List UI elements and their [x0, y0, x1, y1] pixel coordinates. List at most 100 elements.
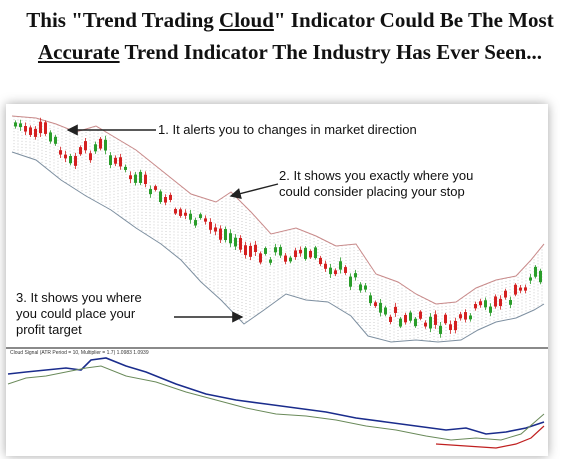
candle-bull — [189, 213, 192, 220]
candle-bear — [99, 138, 102, 149]
candle-bear — [424, 322, 427, 327]
indicator-main-line — [7, 357, 545, 435]
annotation-3-line-2: you could place your — [16, 306, 136, 321]
candle-bear — [204, 218, 207, 222]
candle-bear — [249, 245, 252, 257]
candle-bull — [274, 247, 277, 253]
candle-bull — [149, 189, 152, 195]
candle-bull — [509, 299, 512, 305]
indicator-secondary-line — [7, 365, 545, 441]
arrow-2 — [229, 183, 279, 200]
candle-bull — [489, 306, 492, 313]
candle-bull — [339, 261, 342, 270]
candle-bull — [234, 237, 237, 247]
candle-bear — [294, 250, 297, 258]
candle-bull — [19, 123, 22, 128]
headline-emphasis-accurate: Accurate — [37, 40, 120, 64]
annotation-2-line-2: could consider placing your stop — [279, 184, 465, 199]
headline-line-2: Accurate Trend Indicator The Industry Ha… — [37, 40, 543, 64]
lower-cloud-band — [11, 151, 545, 343]
candle-bull — [109, 155, 112, 166]
candle-bear — [374, 302, 377, 307]
candle-bear — [344, 267, 347, 273]
candle-bear — [449, 324, 452, 331]
upper-cloud-band — [11, 115, 545, 305]
annotation-2-line-1: 2. It shows you exactly where you — [279, 168, 474, 183]
candle-bull — [354, 273, 357, 278]
candle-bear — [464, 312, 467, 320]
candle-bull — [304, 247, 307, 259]
trend-cloud-chart — [6, 115, 548, 449]
candle-bear — [514, 284, 517, 295]
candle-bull — [539, 270, 542, 283]
headline-line-1: This "Trend Trading Cloud" Indicator Cou… — [26, 8, 554, 32]
candle-bull — [134, 174, 137, 183]
candle-bear — [39, 121, 42, 134]
candle-bull — [329, 267, 332, 275]
headline-emphasis-cloud: Cloud — [219, 8, 274, 32]
candle-bear — [459, 314, 462, 319]
candle-bear — [494, 296, 497, 307]
candle-bull — [54, 136, 57, 144]
candle-bear — [404, 315, 407, 323]
chart-frame: 1. It alerts you to changes in market di… — [6, 104, 548, 456]
candle-bull — [159, 191, 162, 203]
cloud-hatching — [13, 116, 543, 342]
candle-bear — [244, 245, 247, 256]
candle-bull — [364, 285, 367, 290]
candle-bear — [239, 237, 242, 250]
candle-bear — [419, 311, 422, 319]
candle-bear — [524, 287, 527, 291]
candle-bear — [84, 141, 87, 151]
candle-bear — [209, 221, 212, 230]
indicator-tertiary-line — [435, 425, 545, 449]
candle-bear — [334, 270, 337, 275]
candle-bear — [29, 127, 32, 135]
candle-bear — [154, 186, 157, 190]
candle-bear — [284, 255, 287, 262]
candle-bull — [399, 318, 402, 327]
candle-bull — [104, 139, 107, 151]
candle-bear — [474, 303, 477, 309]
candle-bear — [499, 298, 502, 307]
candle-bear — [394, 306, 397, 313]
candle-bull — [49, 132, 52, 142]
candle-bull — [429, 316, 432, 329]
candle-bear — [184, 212, 187, 216]
candle-bear — [219, 228, 222, 240]
candle-bear — [214, 227, 217, 232]
candle-bear — [169, 194, 172, 200]
candle-bear — [309, 250, 312, 258]
candle-bear — [59, 150, 62, 155]
candle-bear — [174, 209, 177, 214]
annotation-3-line-1: 3. It shows you where — [16, 290, 142, 305]
candle-bull — [439, 325, 442, 334]
candle-bear — [114, 157, 117, 164]
candle-bull — [484, 300, 487, 308]
candle-bull — [194, 220, 197, 226]
candle-bull — [279, 247, 282, 256]
candle-bear — [44, 122, 47, 134]
candlesticks — [14, 117, 542, 338]
candle-bear — [79, 147, 82, 155]
candle-bull — [264, 248, 267, 254]
candle-bear — [299, 249, 302, 254]
annotation-3-line-3: profit target — [16, 322, 82, 337]
candle-bull — [409, 312, 412, 321]
candle-bull — [414, 318, 417, 327]
candle-bear — [259, 253, 262, 263]
candle-bull — [139, 171, 142, 183]
candle-bear — [324, 263, 327, 269]
candle-bull — [69, 155, 72, 164]
candle-bear — [24, 126, 27, 132]
candle-bull — [369, 295, 372, 304]
candle-bull — [314, 247, 317, 259]
candle-bear — [454, 320, 457, 331]
candle-bull — [94, 144, 97, 152]
candle-bull — [269, 259, 272, 263]
candle-bear — [504, 290, 507, 298]
candle-bull — [349, 276, 352, 287]
candle-bear — [129, 175, 132, 180]
candle-bear — [34, 128, 37, 137]
candle-bear — [89, 153, 92, 161]
